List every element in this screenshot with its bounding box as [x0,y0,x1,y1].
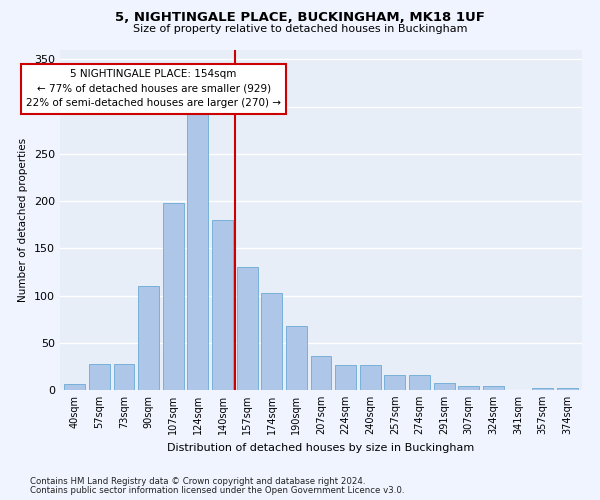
Bar [261,292,282,390]
Bar [187,112,208,390]
Bar [409,375,430,390]
Bar [532,388,553,390]
Bar [89,364,110,390]
Bar [64,384,85,390]
Text: Size of property relative to detached houses in Buckingham: Size of property relative to detached ho… [133,24,467,34]
Bar [138,286,159,390]
Text: Contains HM Land Registry data © Crown copyright and database right 2024.: Contains HM Land Registry data © Crown c… [30,477,365,486]
Bar [113,364,134,390]
Bar [557,388,578,390]
Bar [163,203,184,390]
Bar [360,366,381,390]
Bar [434,384,455,390]
Bar [212,220,233,390]
Bar [286,326,307,390]
Text: 5 NIGHTINGALE PLACE: 154sqm
← 77% of detached houses are smaller (929)
22% of se: 5 NIGHTINGALE PLACE: 154sqm ← 77% of det… [26,69,281,108]
Bar [483,386,504,390]
Bar [236,267,257,390]
Y-axis label: Number of detached properties: Number of detached properties [19,138,28,302]
Bar [458,386,479,390]
X-axis label: Distribution of detached houses by size in Buckingham: Distribution of detached houses by size … [167,442,475,452]
Bar [385,375,406,390]
Bar [311,356,331,390]
Bar [335,366,356,390]
Text: Contains public sector information licensed under the Open Government Licence v3: Contains public sector information licen… [30,486,404,495]
Text: 5, NIGHTINGALE PLACE, BUCKINGHAM, MK18 1UF: 5, NIGHTINGALE PLACE, BUCKINGHAM, MK18 1… [115,11,485,24]
